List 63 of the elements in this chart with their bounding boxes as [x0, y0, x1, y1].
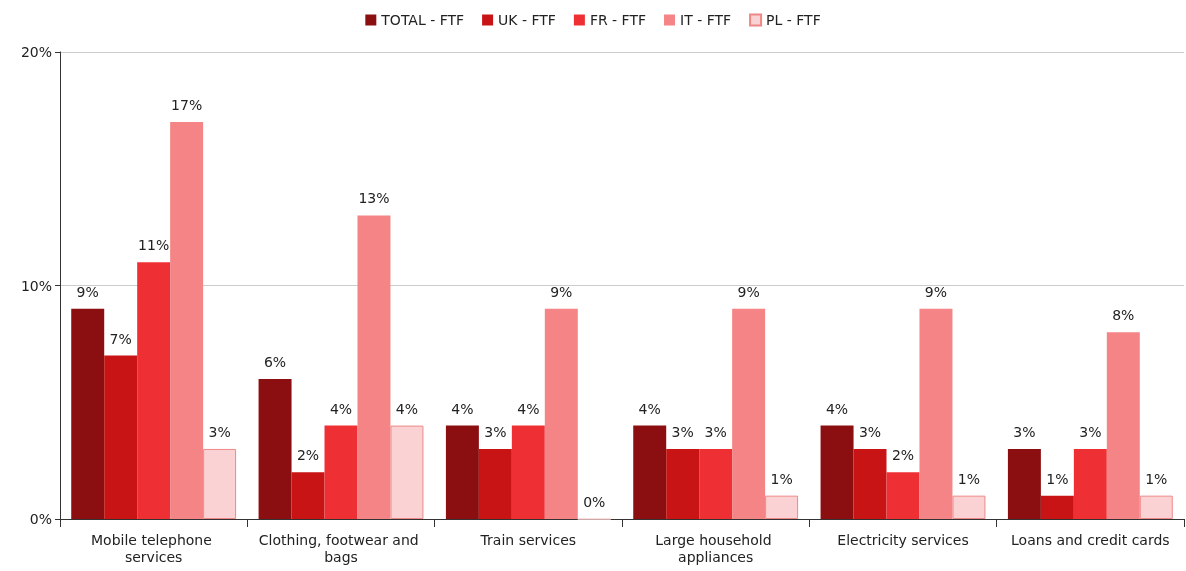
- data-label: 1%: [1046, 470, 1069, 487]
- data-label: 4%: [451, 400, 474, 417]
- bar: [699, 448, 733, 519]
- data-label: 1%: [1145, 470, 1168, 487]
- data-label: 3%: [1079, 423, 1102, 440]
- data-label: 0%: [583, 493, 606, 510]
- bar: [511, 425, 545, 519]
- data-label: 9%: [76, 283, 99, 300]
- data-label: 1%: [770, 470, 793, 487]
- data-label: 4%: [638, 400, 661, 417]
- y-tick-label: 0%: [29, 511, 52, 527]
- data-label: 4%: [395, 400, 419, 417]
- data-label: 4%: [517, 400, 540, 417]
- y-tick-label: 20%: [20, 44, 52, 60]
- bar: [853, 448, 887, 519]
- legend-label: TOTAL - FTF: [380, 12, 465, 28]
- bar: [324, 425, 358, 519]
- y-tick-label: 10%: [20, 277, 52, 294]
- data-label: 3%: [704, 423, 727, 440]
- data-label: 17%: [171, 97, 203, 114]
- data-label: 6%: [263, 353, 287, 370]
- data-label: 13%: [358, 190, 390, 207]
- bar: [1040, 495, 1074, 519]
- data-label: 3%: [484, 423, 507, 440]
- x-tick-label: Train services: [479, 531, 577, 548]
- legend-label: PL - FTF: [766, 12, 821, 28]
- bar: [666, 448, 700, 519]
- x-tick-label: Mobile telephone services: [91, 531, 217, 565]
- bar: [886, 472, 920, 519]
- bar: [258, 378, 292, 519]
- data-label: 9%: [550, 283, 573, 300]
- bar: [820, 425, 854, 519]
- data-label: 3%: [671, 423, 694, 440]
- data-label: 3%: [208, 423, 231, 440]
- legend-label: FR - FTF: [589, 12, 647, 28]
- x-tick-label: Large household appliances: [655, 531, 777, 565]
- data-label: 3%: [1013, 423, 1036, 440]
- data-label: 8%: [1112, 307, 1135, 324]
- bar: [1073, 448, 1107, 519]
- bar: [445, 425, 479, 519]
- data-label: 2%: [296, 447, 320, 464]
- data-label: 2%: [891, 447, 915, 464]
- bar: [544, 308, 578, 519]
- data-label: 4%: [825, 400, 849, 417]
- bar: [71, 308, 105, 519]
- bar: [478, 448, 512, 519]
- legend-label: IT - FTF: [680, 12, 732, 28]
- bar: [291, 472, 325, 519]
- bar: [104, 355, 138, 519]
- data-label: 1%: [957, 470, 981, 487]
- data-label: 4%: [329, 400, 353, 417]
- data-label: 11%: [138, 237, 170, 254]
- data-label: 3%: [858, 423, 882, 440]
- data-label: 7%: [109, 330, 132, 347]
- x-tick-label: Loans and credit cards: [1011, 531, 1170, 548]
- legend-label: UK - FTF: [498, 12, 556, 28]
- x-tick-label: Clothing, footwear and bags: [258, 531, 424, 565]
- bar: [1007, 448, 1041, 519]
- x-tick-label: Electricity services: [837, 531, 969, 548]
- bar: [633, 425, 667, 519]
- bar: [137, 262, 171, 519]
- data-label: 9%: [924, 283, 948, 300]
- data-label: 9%: [737, 283, 760, 300]
